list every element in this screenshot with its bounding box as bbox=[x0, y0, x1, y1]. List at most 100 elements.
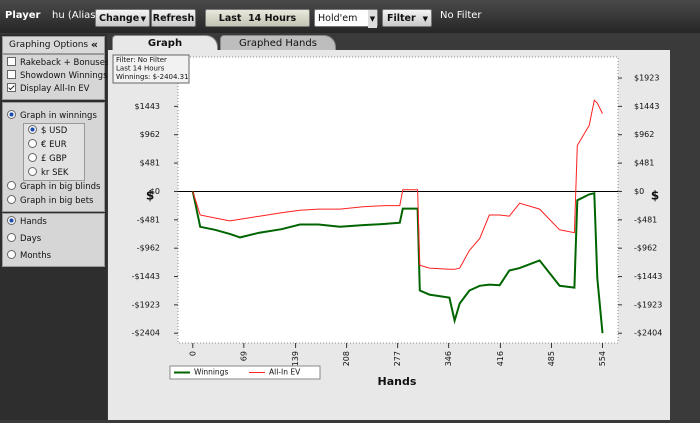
checkbox-option[interactable]: Showdown Winnings bbox=[7, 69, 108, 83]
option-label: Graph in winnings bbox=[20, 111, 97, 121]
checkbox[interactable] bbox=[7, 70, 16, 79]
y-tick-label: $962 bbox=[140, 130, 160, 139]
checkbox-option[interactable]: Display All-In EV bbox=[7, 82, 89, 96]
info-line: Last 14 Hours bbox=[116, 65, 165, 73]
filter-status: No Filter bbox=[440, 10, 482, 21]
option-label: Hands bbox=[20, 217, 47, 227]
option-label: Display All-In EV bbox=[20, 84, 90, 94]
radio-button[interactable] bbox=[7, 216, 16, 225]
radio-button[interactable] bbox=[7, 181, 16, 190]
radio-button[interactable] bbox=[7, 250, 16, 259]
x-mode-group: Hands Days Months bbox=[2, 213, 105, 267]
graph-mode-group: Graph in winnings $ USD € EUR £ GBP kr S… bbox=[2, 102, 105, 212]
sidebar-header: Graphing Options « bbox=[2, 36, 105, 54]
collapse-button[interactable]: « bbox=[90, 38, 98, 51]
change-button[interactable]: Change ▼ bbox=[95, 9, 150, 27]
y2-tick-label: $962 bbox=[634, 130, 654, 139]
filter-button[interactable]: Filter ▼ bbox=[382, 9, 432, 27]
info-box-frame bbox=[112, 54, 190, 84]
radio-option[interactable]: £ GBP bbox=[28, 152, 67, 166]
checkbox[interactable] bbox=[7, 83, 16, 92]
radio-option[interactable]: Days bbox=[7, 232, 41, 246]
tab[interactable]: Graph bbox=[112, 35, 218, 50]
checkbox-group: Rakeback + Bonuses Showdown Winnings Dis… bbox=[2, 54, 109, 100]
y-tick-label: $1443 bbox=[135, 102, 160, 111]
y2-tick-label: -$1443 bbox=[634, 272, 662, 281]
radio-option[interactable]: Graph in big bets bbox=[7, 194, 93, 208]
legend-label: All-In EV bbox=[269, 368, 301, 377]
graph-panel: $ $ Hands -$2404 -$2404 -$1923 -$1923 -$1443… bbox=[108, 50, 670, 420]
player-label: Player bbox=[5, 10, 41, 21]
option-label: Graph in big bets bbox=[20, 196, 94, 206]
chart: $ $ Hands -$2404 -$2404 -$1923 -$1923 -$1443… bbox=[112, 54, 662, 388]
y-tick-label: -$1923 bbox=[132, 300, 160, 309]
radio-button[interactable] bbox=[7, 233, 16, 242]
button-label: Filter bbox=[387, 13, 416, 24]
radio-button[interactable] bbox=[28, 153, 37, 162]
radio-option[interactable]: Months bbox=[7, 249, 51, 263]
legend-label: Winnings bbox=[194, 368, 228, 377]
x-tick-label: 346 bbox=[444, 351, 453, 366]
radio-option[interactable]: $ USD bbox=[28, 124, 67, 138]
game-select[interactable]: Hold'em ▼ bbox=[314, 9, 378, 28]
x-tick-label: 277 bbox=[393, 351, 402, 366]
dropdown-arrow: ▼ bbox=[422, 15, 428, 23]
radio-button[interactable] bbox=[28, 125, 37, 134]
y-tick-label: -$1443 bbox=[132, 272, 160, 281]
x-tick-label: 208 bbox=[342, 351, 351, 366]
radio-option[interactable]: € EUR bbox=[28, 138, 67, 152]
legend-frame bbox=[169, 365, 321, 380]
button-label: Change bbox=[99, 13, 140, 24]
info-line: Winnings: $-2404.31 bbox=[116, 73, 189, 81]
period-button[interactable]: Last 14 Hours bbox=[205, 9, 310, 27]
checkbox-option[interactable]: Rakeback + Bonuses bbox=[7, 56, 109, 70]
x-tick-label: 554 bbox=[598, 351, 607, 366]
y2-tick-label: -$1923 bbox=[634, 300, 662, 309]
x-tick-label: 0 bbox=[188, 351, 197, 356]
series-line bbox=[192, 99, 603, 270]
tab-bar: Graph Graphed Hands bbox=[108, 33, 700, 50]
option-label: Showdown Winnings bbox=[20, 71, 108, 81]
series-line bbox=[191, 191, 604, 334]
x-tick-label: 485 bbox=[547, 351, 556, 366]
y-tick-label: $0 bbox=[150, 187, 160, 196]
tab[interactable]: Graphed Hands bbox=[220, 35, 336, 50]
x-tick-label: 416 bbox=[496, 351, 505, 366]
dropdown-arrow: ▼ bbox=[140, 15, 146, 23]
option-label: kr SEK bbox=[41, 168, 69, 178]
radio-button[interactable] bbox=[28, 139, 37, 148]
radio-button[interactable] bbox=[7, 195, 16, 204]
refresh-button[interactable]: Refresh bbox=[151, 9, 196, 27]
select-value: Hold'em bbox=[318, 13, 358, 24]
sidebar-title: Graphing Options bbox=[9, 40, 89, 50]
y-axis-title: $ bbox=[146, 189, 154, 203]
option-label: Days bbox=[20, 234, 42, 244]
option-label: Rakeback + Bonuses bbox=[20, 58, 110, 68]
x-axis-title: Hands bbox=[378, 375, 417, 388]
y2-tick-label: $1923 bbox=[634, 74, 659, 83]
option-label: € EUR bbox=[41, 140, 67, 150]
y2-tick-label: -$962 bbox=[634, 244, 657, 253]
sidebar: Graphing Options « Rakeback + Bonuses Sh… bbox=[0, 34, 109, 420]
radio-button[interactable] bbox=[7, 110, 16, 119]
y2-tick-label: $1443 bbox=[634, 102, 659, 111]
radio-option[interactable]: Graph in winnings bbox=[7, 109, 97, 123]
y-tick-label: -$962 bbox=[137, 244, 160, 253]
option-label: £ GBP bbox=[41, 154, 67, 164]
y-tick-label: -$2404 bbox=[132, 329, 160, 338]
y-tick-label: $481 bbox=[140, 159, 160, 168]
y-tick-label: -$481 bbox=[137, 215, 160, 224]
y2-tick-label: $481 bbox=[634, 159, 654, 168]
x-tick-label: 69 bbox=[239, 351, 248, 361]
radio-option[interactable]: kr SEK bbox=[28, 166, 68, 180]
radio-button[interactable] bbox=[28, 167, 37, 176]
radio-option[interactable]: Hands bbox=[7, 215, 47, 229]
x-tick-label: 139 bbox=[291, 351, 300, 366]
info-line: Filter: No Filter bbox=[116, 56, 167, 64]
option-label: Graph in big blinds bbox=[20, 182, 101, 192]
checkbox[interactable] bbox=[7, 57, 16, 66]
radio-option[interactable]: Graph in big blinds bbox=[7, 180, 100, 194]
currency-group: $ USD € EUR £ GBP kr SEK bbox=[23, 123, 85, 181]
dropdown-arrow: ▼ bbox=[368, 10, 377, 28]
